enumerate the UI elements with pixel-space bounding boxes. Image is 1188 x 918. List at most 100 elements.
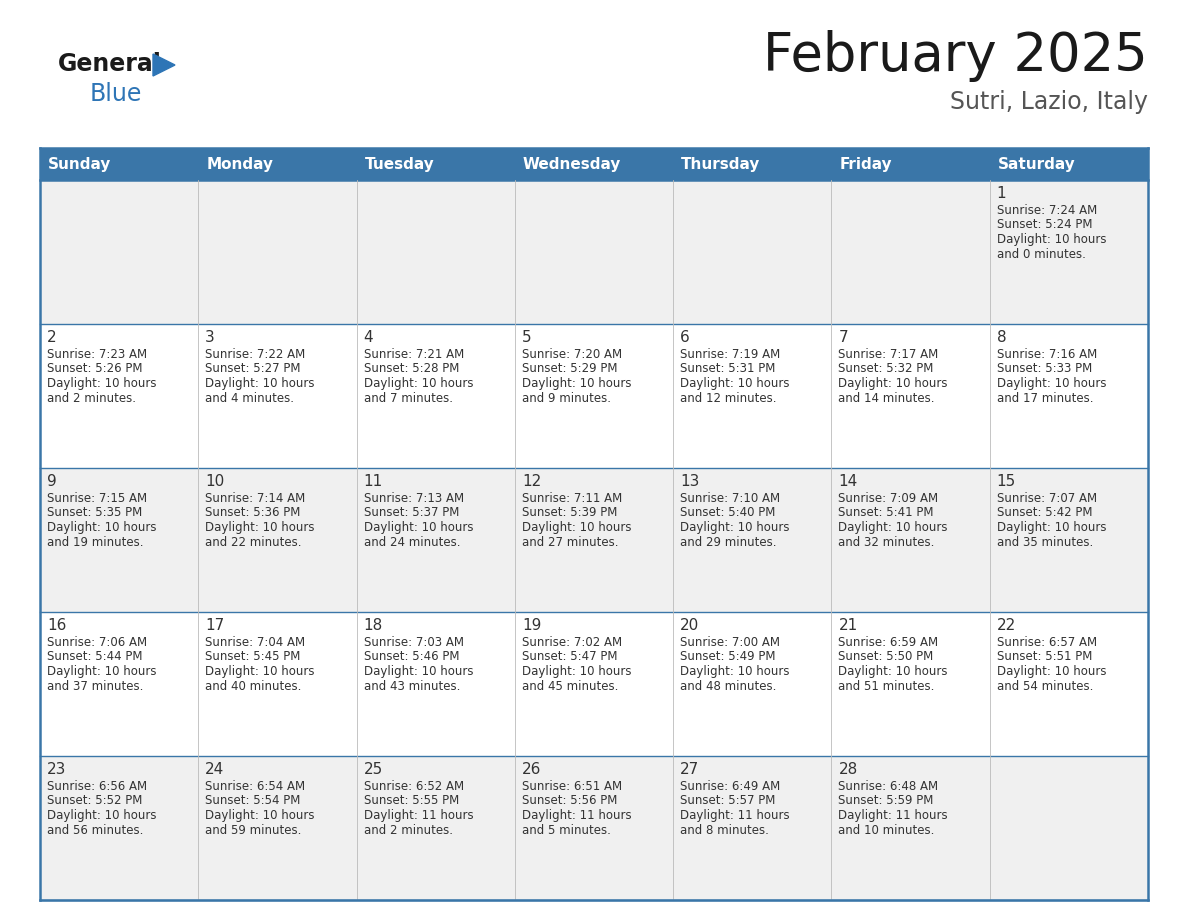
Text: Sunset: 5:56 PM: Sunset: 5:56 PM: [522, 794, 618, 808]
Text: Sunrise: 7:16 AM: Sunrise: 7:16 AM: [997, 348, 1097, 361]
Bar: [40, 468, 198, 612]
Bar: [990, 468, 1148, 612]
Text: Sunrise: 7:17 AM: Sunrise: 7:17 AM: [839, 348, 939, 361]
Text: and 9 minutes.: and 9 minutes.: [522, 391, 611, 405]
Text: February 2025: February 2025: [763, 30, 1148, 82]
Text: Sunrise: 7:06 AM: Sunrise: 7:06 AM: [48, 636, 147, 649]
Text: Sunrise: 7:23 AM: Sunrise: 7:23 AM: [48, 348, 147, 361]
Text: and 45 minutes.: and 45 minutes.: [522, 679, 618, 692]
Bar: [514, 468, 674, 612]
Text: Sunset: 5:41 PM: Sunset: 5:41 PM: [839, 507, 934, 520]
Text: Sunset: 5:50 PM: Sunset: 5:50 PM: [839, 651, 934, 664]
Text: Sunrise: 7:14 AM: Sunrise: 7:14 AM: [206, 492, 305, 505]
Bar: [356, 612, 514, 756]
Bar: [356, 180, 514, 324]
Text: 13: 13: [681, 474, 700, 489]
Text: Sunset: 5:51 PM: Sunset: 5:51 PM: [997, 651, 1092, 664]
Text: Sunset: 5:47 PM: Sunset: 5:47 PM: [522, 651, 618, 664]
Text: and 54 minutes.: and 54 minutes.: [997, 679, 1093, 692]
Text: Daylight: 10 hours: Daylight: 10 hours: [364, 521, 473, 534]
Text: Sunrise: 6:48 AM: Sunrise: 6:48 AM: [839, 780, 939, 793]
Bar: [40, 148, 198, 180]
Text: 19: 19: [522, 618, 542, 633]
Bar: [514, 180, 674, 324]
Text: and 14 minutes.: and 14 minutes.: [839, 391, 935, 405]
Bar: [40, 180, 198, 324]
Text: Sunset: 5:57 PM: Sunset: 5:57 PM: [681, 794, 776, 808]
Bar: [198, 612, 356, 756]
Text: Sunrise: 7:10 AM: Sunrise: 7:10 AM: [681, 492, 781, 505]
Bar: [674, 756, 832, 900]
Text: 23: 23: [48, 762, 67, 777]
Text: Sunrise: 7:22 AM: Sunrise: 7:22 AM: [206, 348, 305, 361]
Text: 11: 11: [364, 474, 383, 489]
Bar: [990, 180, 1148, 324]
Text: Daylight: 10 hours: Daylight: 10 hours: [681, 521, 790, 534]
Text: Daylight: 10 hours: Daylight: 10 hours: [681, 377, 790, 390]
Text: Daylight: 10 hours: Daylight: 10 hours: [997, 665, 1106, 678]
Text: Daylight: 10 hours: Daylight: 10 hours: [839, 665, 948, 678]
Bar: [674, 324, 832, 468]
Text: and 8 minutes.: and 8 minutes.: [681, 823, 769, 836]
Text: 26: 26: [522, 762, 542, 777]
Text: Thursday: Thursday: [681, 156, 760, 172]
Text: Sunrise: 7:20 AM: Sunrise: 7:20 AM: [522, 348, 623, 361]
Text: Sunset: 5:24 PM: Sunset: 5:24 PM: [997, 218, 1092, 231]
Bar: [674, 180, 832, 324]
Bar: [990, 756, 1148, 900]
Bar: [514, 756, 674, 900]
Bar: [356, 468, 514, 612]
Text: Sunrise: 7:04 AM: Sunrise: 7:04 AM: [206, 636, 305, 649]
Text: and 48 minutes.: and 48 minutes.: [681, 679, 777, 692]
Text: 8: 8: [997, 330, 1006, 345]
Text: Sunrise: 6:49 AM: Sunrise: 6:49 AM: [681, 780, 781, 793]
Bar: [990, 148, 1148, 180]
Text: 2: 2: [48, 330, 57, 345]
Text: and 24 minutes.: and 24 minutes.: [364, 535, 460, 548]
Text: Daylight: 10 hours: Daylight: 10 hours: [522, 665, 631, 678]
Text: 28: 28: [839, 762, 858, 777]
Text: Saturday: Saturday: [998, 156, 1075, 172]
Polygon shape: [153, 54, 175, 76]
Bar: [990, 324, 1148, 468]
Text: Daylight: 10 hours: Daylight: 10 hours: [48, 521, 157, 534]
Text: Sunset: 5:33 PM: Sunset: 5:33 PM: [997, 363, 1092, 375]
Text: Daylight: 11 hours: Daylight: 11 hours: [364, 809, 473, 822]
Bar: [990, 612, 1148, 756]
Bar: [832, 180, 990, 324]
Text: Daylight: 10 hours: Daylight: 10 hours: [206, 521, 315, 534]
Text: General: General: [58, 52, 162, 76]
Text: 1: 1: [997, 186, 1006, 201]
Text: Daylight: 10 hours: Daylight: 10 hours: [206, 665, 315, 678]
Text: and 2 minutes.: and 2 minutes.: [364, 823, 453, 836]
Text: Sunrise: 7:24 AM: Sunrise: 7:24 AM: [997, 204, 1097, 217]
Text: Daylight: 10 hours: Daylight: 10 hours: [997, 233, 1106, 246]
Text: Sunset: 5:44 PM: Sunset: 5:44 PM: [48, 651, 143, 664]
Text: Sunrise: 6:51 AM: Sunrise: 6:51 AM: [522, 780, 623, 793]
Bar: [832, 468, 990, 612]
Bar: [514, 148, 674, 180]
Text: Sunrise: 6:56 AM: Sunrise: 6:56 AM: [48, 780, 147, 793]
Text: 10: 10: [206, 474, 225, 489]
Text: Sunset: 5:35 PM: Sunset: 5:35 PM: [48, 507, 143, 520]
Text: 15: 15: [997, 474, 1016, 489]
Text: 3: 3: [206, 330, 215, 345]
Text: 27: 27: [681, 762, 700, 777]
Text: Daylight: 10 hours: Daylight: 10 hours: [48, 377, 157, 390]
Text: Daylight: 10 hours: Daylight: 10 hours: [839, 377, 948, 390]
Text: Daylight: 10 hours: Daylight: 10 hours: [522, 521, 631, 534]
Text: and 27 minutes.: and 27 minutes.: [522, 535, 619, 548]
Text: Sunrise: 7:00 AM: Sunrise: 7:00 AM: [681, 636, 781, 649]
Text: and 2 minutes.: and 2 minutes.: [48, 391, 135, 405]
Text: Sunrise: 6:57 AM: Sunrise: 6:57 AM: [997, 636, 1097, 649]
Text: and 43 minutes.: and 43 minutes.: [364, 679, 460, 692]
Text: Sunset: 5:45 PM: Sunset: 5:45 PM: [206, 651, 301, 664]
Text: 25: 25: [364, 762, 383, 777]
Text: Sunset: 5:39 PM: Sunset: 5:39 PM: [522, 507, 618, 520]
Text: and 40 minutes.: and 40 minutes.: [206, 679, 302, 692]
Text: 21: 21: [839, 618, 858, 633]
Text: Sunset: 5:31 PM: Sunset: 5:31 PM: [681, 363, 776, 375]
Bar: [832, 756, 990, 900]
Bar: [40, 324, 198, 468]
Text: and 51 minutes.: and 51 minutes.: [839, 679, 935, 692]
